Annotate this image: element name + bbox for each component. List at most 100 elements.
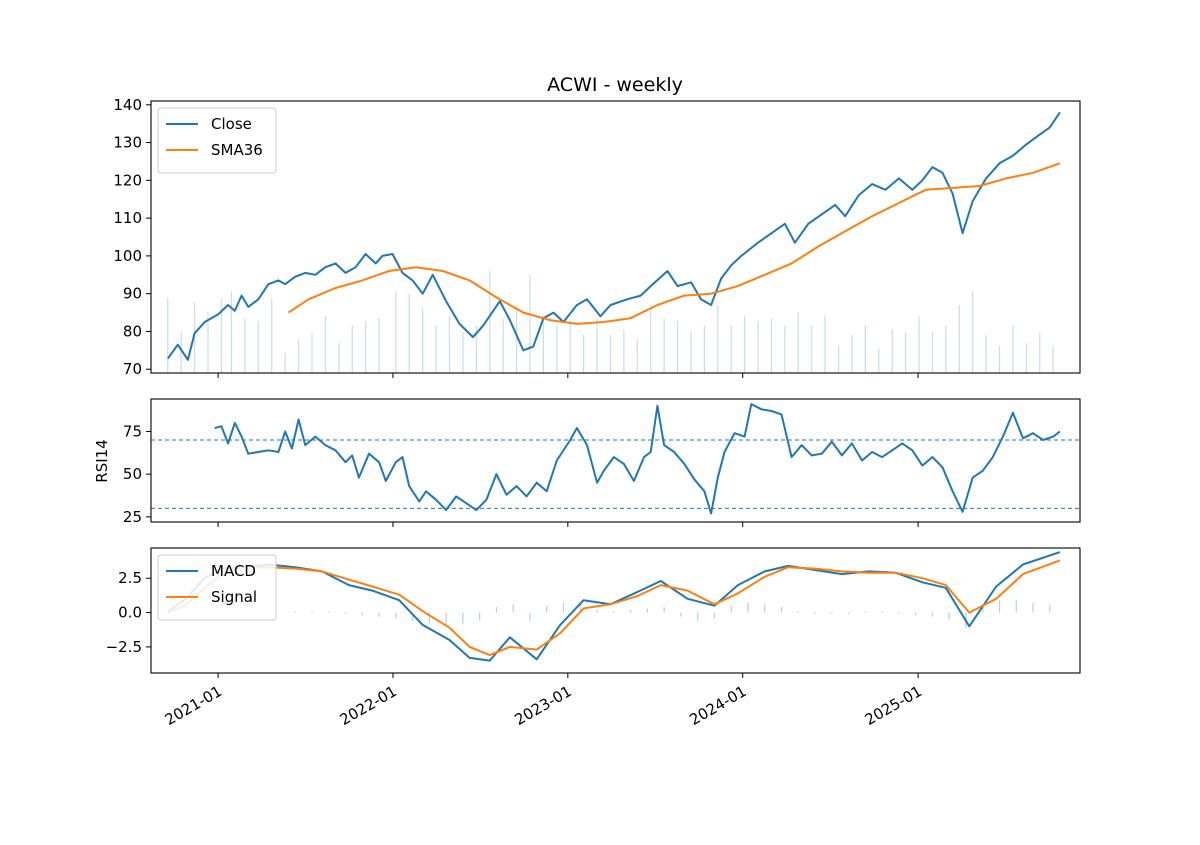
volume-bar: [811, 325, 813, 373]
macd-histogram-bar: [881, 611, 883, 613]
rsi-frame: [150, 398, 1081, 523]
x-tick-label: 2025-01: [862, 682, 925, 729]
macd-series-signal-line: [167, 559, 1061, 657]
volume-bar: [475, 325, 477, 373]
price-ytick-label: 140: [113, 96, 142, 114]
volume-bar: [945, 325, 947, 373]
volume-bar: [958, 305, 960, 373]
volume-bar: [1039, 332, 1041, 373]
volume-bar: [542, 315, 544, 373]
volume-bar: [502, 318, 504, 373]
volume-bar: [918, 315, 920, 373]
macd-histogram-bar: [361, 612, 363, 616]
macd-histogram-bar: [378, 612, 380, 617]
macd-histogram-bar: [428, 612, 430, 624]
macd-histogram-bar: [847, 612, 850, 614]
volume-bar: [770, 318, 773, 373]
volume-bar: [489, 271, 491, 373]
volume-bar: [1012, 325, 1014, 373]
volume-bar: [757, 321, 759, 373]
macd-histogram-bar: [713, 612, 716, 619]
macd-histogram-bar: [982, 604, 984, 613]
volume-bar: [650, 305, 652, 373]
macd-histogram-bar: [730, 605, 732, 613]
price-ytick-label: 80: [123, 322, 142, 340]
x-tick-label: 2021-01: [162, 682, 225, 729]
volume-bar: [985, 334, 987, 373]
macd-histogram-bar: [596, 609, 598, 613]
volume-bar: [193, 302, 196, 373]
volume-bar: [271, 298, 273, 373]
volume-bar: [167, 298, 169, 373]
macd-histogram-bar: [697, 612, 699, 621]
macd-histogram-bar: [495, 607, 498, 613]
volume-bar: [797, 311, 799, 373]
volume-bar: [220, 298, 223, 373]
price-ytick-label: 130: [113, 134, 142, 152]
volume-bar: [744, 315, 746, 373]
macd-histogram-bar: [998, 600, 1001, 613]
volume-bar: [408, 294, 410, 373]
volume-bar: [435, 325, 437, 373]
macd-histogram-bar: [579, 602, 581, 613]
volume-bar: [931, 332, 934, 373]
volume-bar: [378, 318, 380, 373]
volume-bar: [837, 345, 840, 373]
x-tick-label: 2023-01: [512, 682, 575, 729]
price-series-sma36-line: [287, 162, 1061, 325]
macd-histogram-bar: [311, 611, 313, 613]
volume-bar: [422, 307, 424, 373]
volume-bar: [878, 348, 880, 373]
price-ytick-label: 110: [113, 209, 142, 227]
macd-histogram-bar: [479, 612, 481, 621]
volume-bar: [905, 332, 907, 373]
volume-bar: [448, 315, 451, 373]
macd-histogram-bar: [831, 612, 833, 614]
volume-bar: [998, 345, 1001, 373]
macd-histogram-bar: [529, 612, 531, 621]
volume-bar: [690, 332, 692, 373]
volume-bar: [676, 321, 679, 373]
price-legend-label: SMA36: [211, 141, 263, 159]
macd-histogram-bar: [445, 612, 447, 625]
volume-bar: [284, 352, 286, 373]
macd-histogram-bar: [328, 611, 330, 613]
x-tick-label: 2022-01: [337, 682, 400, 729]
macd-histogram-bar: [814, 612, 816, 614]
volume-bar: [636, 339, 638, 373]
rsi-ytick-label: 25: [123, 508, 142, 526]
volume-bar: [324, 315, 326, 373]
macd-histogram-bar: [294, 611, 296, 613]
price-ytick-label: 90: [123, 285, 142, 303]
x-tick-label: 2024-01: [686, 682, 749, 729]
chart-title: ACWI - weekly: [547, 74, 683, 96]
macd-histogram-bar: [1049, 604, 1051, 613]
macd-ytick-label: 0.0: [118, 604, 142, 622]
volume-bar: [556, 325, 558, 373]
price-ytick-label: 70: [123, 360, 142, 378]
macd-histogram-bar: [1032, 602, 1034, 613]
volume-bar: [609, 334, 612, 373]
price-ytick-label: 100: [113, 247, 142, 265]
price-series-close-line: [166, 111, 1061, 361]
volume-bar: [972, 291, 974, 373]
volume-bar: [623, 329, 625, 373]
volume-bar: [596, 318, 598, 373]
price-legend-label: Close: [211, 115, 252, 133]
volume-bar: [180, 332, 182, 373]
macd-histogram-bar: [646, 608, 648, 613]
macd-legend-label: MACD: [211, 562, 256, 580]
macd-legend-label: Signal: [211, 588, 257, 606]
volume-bar: [297, 339, 300, 373]
volume-bar: [207, 311, 209, 373]
macd-panel: −2.5 0.0 2.5 MACD Signal: [106, 547, 1081, 678]
volume-bar: [515, 305, 518, 373]
rsi-ytick-label: 75: [123, 422, 142, 440]
macd-ytick-label: −2.5: [106, 638, 142, 656]
volume-bar: [257, 321, 259, 373]
volume-bar: [462, 332, 464, 373]
volume-bar: [1052, 345, 1054, 373]
volume-bar: [717, 305, 719, 373]
